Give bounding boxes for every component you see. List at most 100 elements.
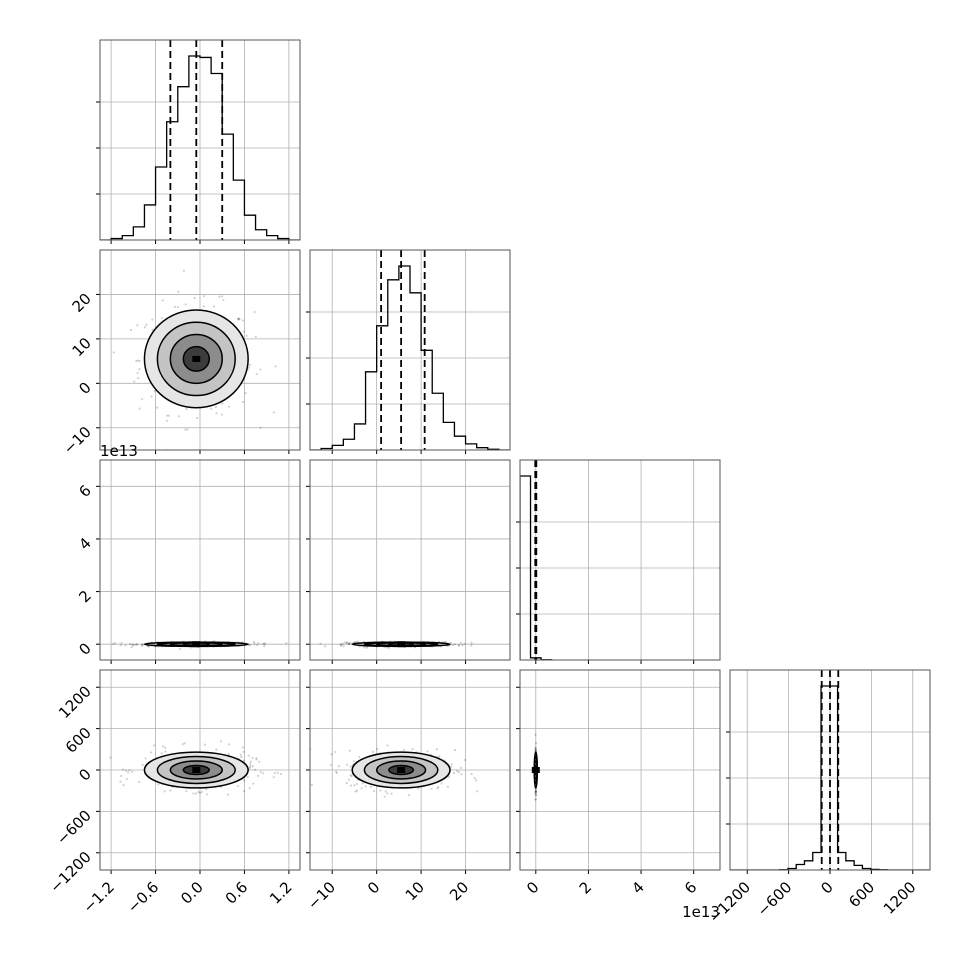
sample-point	[109, 756, 112, 759]
sample-point	[127, 771, 130, 774]
sample-point	[470, 641, 473, 644]
sample-point	[218, 295, 221, 298]
sample-point	[151, 328, 154, 331]
sample-point	[152, 744, 156, 747]
contour-1	[156, 755, 236, 785]
sample-point	[251, 756, 254, 760]
sample-point	[357, 755, 361, 759]
sample-point	[205, 788, 208, 791]
sample-point	[452, 772, 456, 775]
sample-point	[534, 749, 537, 752]
sample-point	[339, 644, 343, 647]
sample-point	[212, 305, 216, 308]
sample-point	[112, 642, 115, 646]
sample-point	[244, 392, 247, 395]
sample-point	[349, 641, 352, 644]
sample-point	[177, 415, 181, 418]
sample-point	[138, 359, 141, 363]
sample-point	[535, 794, 538, 797]
contour-1	[363, 755, 439, 785]
sample-point	[473, 776, 476, 780]
sample-point	[119, 774, 123, 778]
sample-point	[141, 397, 144, 401]
sample-point	[254, 335, 257, 338]
sample-point	[430, 787, 433, 790]
sample-point	[133, 643, 136, 647]
contour-1	[156, 321, 236, 397]
sample-point	[240, 755, 243, 758]
sample-point	[184, 303, 187, 306]
sample-point	[347, 643, 350, 646]
y-tick-label: 20	[69, 290, 95, 316]
sample-point	[323, 645, 327, 648]
sample-point	[141, 763, 144, 767]
sample-point	[345, 641, 349, 644]
scatter-panel-1-3: −10 0 10 20	[304, 669, 511, 913]
sample-point	[417, 787, 420, 790]
y-tick-label: 10	[69, 334, 95, 360]
sample-point	[249, 765, 252, 768]
sample-point	[463, 642, 466, 645]
sample-point	[353, 784, 356, 787]
density-peak	[531, 767, 540, 773]
sample-point	[345, 641, 349, 644]
sample-point	[470, 772, 473, 776]
density-peak	[397, 641, 406, 648]
histogram-panel-2	[516, 459, 721, 664]
sample-point	[144, 757, 147, 760]
x-tick-label: 4	[628, 878, 647, 897]
sample-point	[137, 376, 140, 380]
sample-point	[334, 770, 338, 773]
sample-point	[141, 643, 144, 647]
sample-point	[372, 790, 376, 793]
sample-point	[113, 641, 117, 645]
sample-point	[384, 790, 387, 793]
sample-point	[192, 792, 195, 795]
sample-point	[182, 269, 185, 272]
y-tick-label: 600	[62, 724, 95, 757]
sample-point	[253, 310, 256, 314]
contour-0	[143, 309, 249, 409]
contour-0	[351, 751, 451, 789]
sample-point	[258, 760, 261, 763]
sample-point	[160, 752, 163, 755]
sample-point	[140, 644, 144, 648]
sample-point	[165, 414, 169, 417]
sample-point	[285, 642, 288, 645]
sample-point	[136, 359, 140, 362]
sample-point	[363, 646, 366, 649]
sample-point	[411, 748, 414, 751]
sample-point	[454, 643, 457, 646]
sample-point	[130, 646, 133, 649]
sample-point	[184, 428, 187, 431]
y-tick-label: 0	[75, 378, 94, 397]
histogram-panel-1	[306, 249, 511, 454]
sample-point	[534, 748, 537, 751]
sample-point	[237, 318, 240, 321]
sample-point	[203, 295, 206, 298]
sample-point	[390, 792, 393, 795]
sample-point	[247, 754, 250, 757]
sample-point	[173, 305, 177, 308]
sample-point	[345, 781, 348, 785]
sample-point	[253, 642, 256, 645]
sample-point	[259, 368, 262, 371]
sample-point	[386, 792, 389, 795]
sample-point	[457, 644, 460, 647]
sample-point	[259, 426, 262, 429]
y-tick-label: 0	[75, 765, 94, 784]
sample-point	[243, 759, 246, 762]
x-tick-label: −600	[754, 878, 796, 920]
sample-point	[149, 751, 153, 754]
sample-point	[354, 790, 357, 793]
sample-point	[178, 647, 182, 650]
scatter-panel-1-2	[306, 459, 511, 664]
sample-point	[138, 368, 141, 371]
x-tick-label: 1200	[880, 878, 920, 918]
sample-point	[534, 798, 537, 801]
sample-point	[335, 771, 338, 775]
histogram-0	[100, 55, 300, 240]
sample-point	[249, 644, 252, 647]
sample-point	[365, 646, 369, 649]
y-tick-label: 6	[75, 481, 94, 500]
